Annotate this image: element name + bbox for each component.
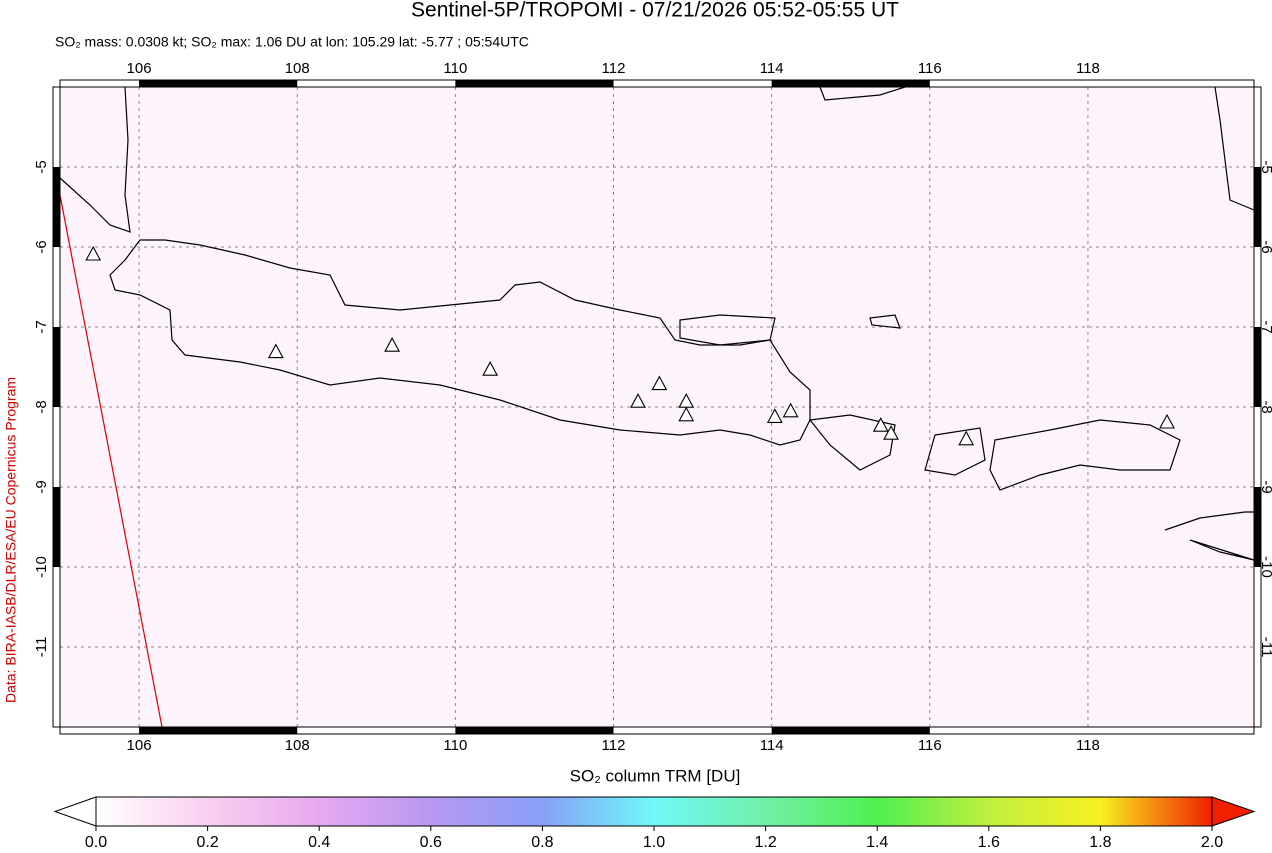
volcano-marker (267, 343, 284, 359)
frame-segment (1254, 167, 1261, 247)
frame-segment (53, 327, 60, 407)
x-tick-label: 114 (760, 737, 784, 754)
x-tick-label: 110 (443, 737, 467, 754)
frame-segment (139, 727, 298, 734)
volcano-marker (782, 402, 799, 418)
volcano-marker (883, 425, 899, 440)
y-tick-label: -9 (33, 480, 50, 493)
y-tick-label: -8 (1258, 400, 1272, 413)
x-tick-label: 108 (285, 737, 310, 754)
colorbar-tick-label: 2.0 (1201, 834, 1223, 851)
y-tick-label: -6 (33, 240, 50, 253)
colorbar-tick-label: 1.6 (978, 834, 1000, 851)
colorbar-tick-label: 0.2 (196, 834, 218, 851)
subtitle: SO₂ mass: 0.0308 kt; SO₂ max: 1.06 DU at… (55, 34, 529, 50)
volcano-marker (678, 406, 695, 422)
y-tick-label: -10 (1258, 556, 1272, 578)
colorbar-tick-label: 0.4 (308, 834, 330, 851)
colorbar-over (1211, 796, 1256, 827)
y-tick-label: -6 (1258, 240, 1272, 253)
title: Sentinel-5P/TROPOMI - 07/21/2026 05:52-0… (411, 0, 899, 22)
colorbar-tick-label: 1.0 (643, 834, 665, 851)
x-tick-label: 108 (285, 60, 310, 77)
frame-segment (1254, 327, 1261, 407)
x-tick-label: 118 (1076, 737, 1100, 754)
y-tick-label: -5 (1258, 160, 1272, 173)
colorbar-tick-label: 0.6 (420, 834, 442, 851)
colorbar-tick-label: 0.8 (531, 834, 553, 851)
colorbar-tick-label: 1.4 (866, 834, 888, 851)
volcano-marker (482, 361, 499, 376)
x-tick-label: 116 (918, 737, 942, 754)
volcano-marker (1159, 413, 1175, 429)
volcano-marker (384, 337, 401, 352)
frame-segment (455, 80, 614, 87)
volcano-marker (872, 417, 889, 432)
x-tick-label: 112 (602, 60, 626, 77)
colorbar-label: SO₂ column TRM [DU] (570, 766, 741, 785)
colorbar: 0.0 0.2 0.4 0.6 0.8 1.0 1.2 1.4 1.6 1.8 2.0 (53, 796, 1256, 851)
x-tick-label: 118 (1076, 60, 1100, 77)
frame-segment (1254, 487, 1261, 567)
y-tick-label: -7 (33, 320, 50, 333)
colorbar-under (53, 796, 97, 827)
frame-segment (455, 727, 614, 734)
y-tick-label: -9 (1258, 480, 1272, 493)
colorbar-tick-label: 1.8 (1089, 834, 1111, 851)
frame-segment (771, 80, 930, 87)
volcano-marker (766, 408, 783, 423)
colorbar-tick-label: 1.2 (754, 834, 776, 851)
grid (60, 87, 1254, 727)
x-tick-label: 116 (918, 60, 942, 77)
y-tick-label: -11 (1258, 637, 1272, 658)
coastlines (59, 86, 1255, 728)
frame-bottom (59, 726, 1255, 735)
y-tick-label: -11 (33, 637, 50, 658)
x-tick-label: 106 (127, 60, 152, 77)
volcano-marker (630, 393, 646, 408)
credit: Data: BIRA-IASB/DLR/ESA/EU Copernicus Pr… (3, 377, 19, 703)
colorbar-tick-label: 0.0 (85, 834, 107, 851)
frame-segment (139, 80, 298, 87)
colorbar-scale (95, 796, 1213, 827)
frame-top (59, 79, 1255, 88)
frame-segment (771, 727, 930, 734)
x-tick-label: 110 (443, 60, 467, 77)
volcano-marker (958, 430, 975, 446)
frame-segment (53, 167, 60, 247)
volcano-marker (651, 375, 668, 391)
volcanoes (85, 245, 1175, 446)
volcano-marker (85, 245, 102, 261)
x-tick-label: 112 (602, 737, 626, 754)
axes: 106 106 108 108 110 110 112 112 114 114 116 116 118 1… (33, 60, 1272, 754)
x-tick-label: 114 (760, 60, 784, 77)
y-tick-label: -7 (1258, 320, 1272, 333)
y-tick-label: -8 (33, 400, 50, 413)
x-tick-label: 106 (127, 737, 152, 754)
frame-segment (53, 487, 60, 567)
y-tick-label: -5 (33, 160, 50, 173)
y-tick-label: -10 (33, 556, 50, 578)
